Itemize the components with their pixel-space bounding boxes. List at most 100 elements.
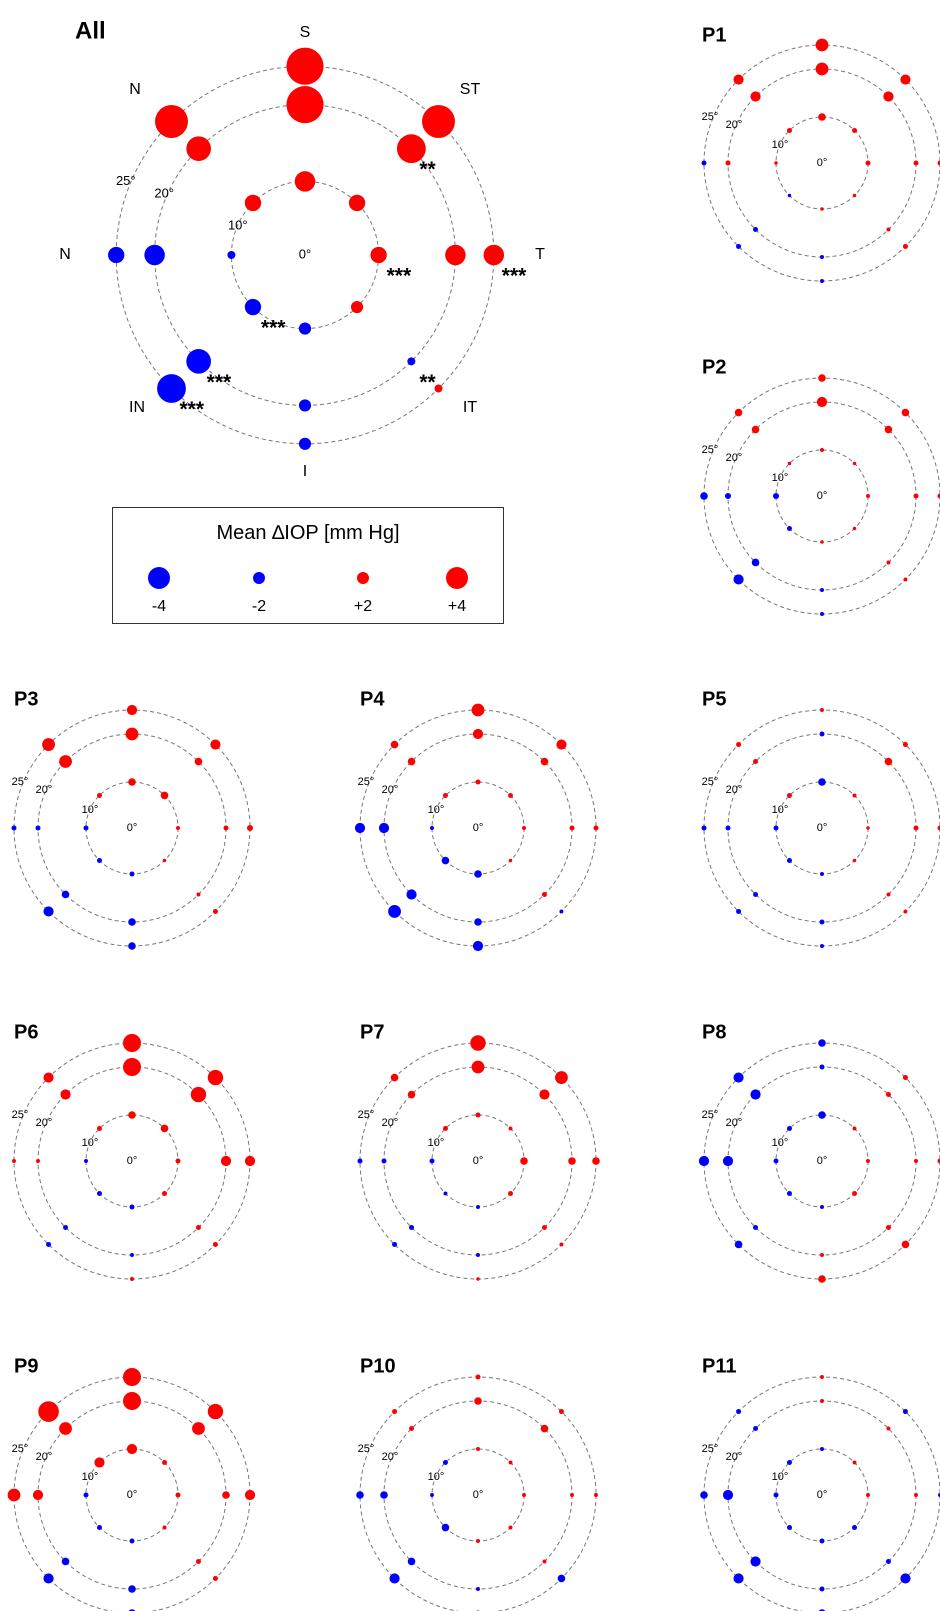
panel-p9: P9 0° 10° 20° 25° (7, 1355, 256, 1611)
dot-i-25 (472, 940, 484, 952)
dot-n-20 (35, 825, 41, 831)
dot-it-25 (902, 243, 908, 249)
panel-title: P2 (702, 356, 726, 378)
dot-i-10 (820, 540, 824, 544)
ecc-label-25: 25° (116, 173, 136, 188)
dot-i-25 (298, 437, 312, 450)
ecc-label-20: 20° (382, 1451, 399, 1463)
dot-t-20 (913, 825, 919, 831)
dot-n-10 (430, 1493, 434, 1497)
dot-in-25 (392, 1241, 398, 1247)
dot-sn-25 (38, 1401, 59, 1422)
dot-st-25 (558, 1409, 564, 1415)
dot-st-25 (210, 739, 221, 750)
dot-st-10 (508, 792, 514, 798)
dot-sn-10 (787, 461, 792, 466)
dot-t-20 (222, 1491, 230, 1499)
legend-item-minus-2: -2 (229, 562, 289, 618)
ecc-label-25: 25° (702, 111, 719, 123)
dot-s-20 (286, 86, 324, 124)
dot-t-10 (522, 826, 526, 830)
dot-n-10 (83, 1492, 89, 1498)
ecc-label-20: 20° (726, 119, 743, 131)
dot-n-10 (773, 1492, 779, 1498)
dot-s-25 (818, 1039, 826, 1047)
dot-sn-20 (751, 425, 760, 434)
dot-i-25 (820, 612, 824, 616)
dot-st-20 (194, 757, 203, 766)
dot-n-10 (773, 825, 779, 831)
dot-it-20 (885, 1558, 891, 1564)
ecc-label-10: 10° (428, 1471, 445, 1483)
dot-sn-25 (155, 105, 188, 138)
dot-it-20 (541, 891, 547, 897)
dot-s-25 (820, 1375, 824, 1379)
dot-it-20 (886, 560, 891, 565)
dot-sn-20 (407, 757, 416, 766)
dot-s-10 (294, 171, 316, 192)
dot-in-25 (43, 906, 54, 917)
dot-s-25 (475, 1374, 481, 1380)
dot-n-20 (32, 1489, 44, 1501)
dot-st-10 (160, 791, 169, 800)
dot-it-25 (900, 1573, 911, 1584)
dot-s-25 (123, 1034, 141, 1052)
dot-it-20 (542, 1559, 547, 1564)
dot-st-10 (852, 1460, 857, 1465)
ecc-label-10: 10° (82, 1137, 99, 1149)
dot-in-20 (61, 890, 70, 899)
ecc-label-0: 0° (299, 246, 311, 261)
dot-t-20 (913, 493, 919, 499)
dot-sn-25 (736, 742, 742, 748)
ecc-label-25: 25° (12, 1443, 29, 1455)
panel-p7: P7 0° 10° 20° 25° (357, 1021, 600, 1281)
dot-n-25 (12, 1159, 16, 1163)
dot-s-25 (126, 704, 138, 716)
ecc-label-0: 0° (817, 157, 828, 169)
panel-title: All (75, 17, 106, 44)
dot-n-25 (108, 246, 125, 264)
dot-i-10 (474, 870, 482, 878)
dot-in-20 (409, 1224, 415, 1230)
dot-sn-20 (59, 1422, 72, 1435)
dot-i-25 (818, 1275, 826, 1283)
dot-n-10 (773, 1158, 779, 1164)
dot-st-25 (900, 74, 911, 85)
dot-n-25 (357, 1158, 363, 1164)
dot-st-10 (852, 461, 857, 466)
dot-in-25 (43, 1573, 54, 1584)
dot-n-25 (698, 1155, 710, 1167)
dot-in-10 (96, 858, 102, 864)
dot-in-20 (753, 1224, 759, 1230)
dot-st-20 (884, 425, 893, 434)
dot-sn-10 (442, 1459, 448, 1465)
dot-st-10 (852, 793, 857, 798)
direction-label-st: ST (460, 81, 481, 98)
panel-title: P11 (702, 1355, 736, 1377)
panel-p5: P5 0° 10° 20° 25° (701, 688, 940, 948)
ecc-label-20: 20° (726, 1117, 743, 1129)
dot-s-10 (475, 779, 481, 785)
dot-it-10 (350, 300, 364, 314)
dot-i-10 (819, 1538, 825, 1544)
ecc-label-0: 0° (817, 822, 828, 834)
legend-label: +4 (447, 598, 467, 615)
dot-n-25 (356, 1491, 364, 1499)
legend-item-plus-4: +4 (427, 562, 487, 618)
dot-it-10 (508, 858, 513, 863)
dot-st-20 (883, 91, 894, 102)
legend-dot-plus-4 (446, 567, 468, 589)
dot-it-10 (852, 526, 857, 531)
dot-it-25 (557, 1574, 566, 1583)
dot-n-25 (354, 822, 366, 834)
dot-i-20 (819, 1586, 825, 1592)
dot-n-25 (700, 492, 708, 500)
dot-t-20 (220, 1155, 232, 1167)
dot-i-20 (298, 399, 312, 412)
dot-t-20 (914, 1159, 918, 1163)
dot-sn-10 (786, 1125, 792, 1131)
significance-marker: ** (419, 158, 436, 181)
dot-s-10 (818, 1111, 826, 1119)
dot-t-25 (483, 244, 505, 266)
panel-title: P3 (14, 688, 38, 710)
